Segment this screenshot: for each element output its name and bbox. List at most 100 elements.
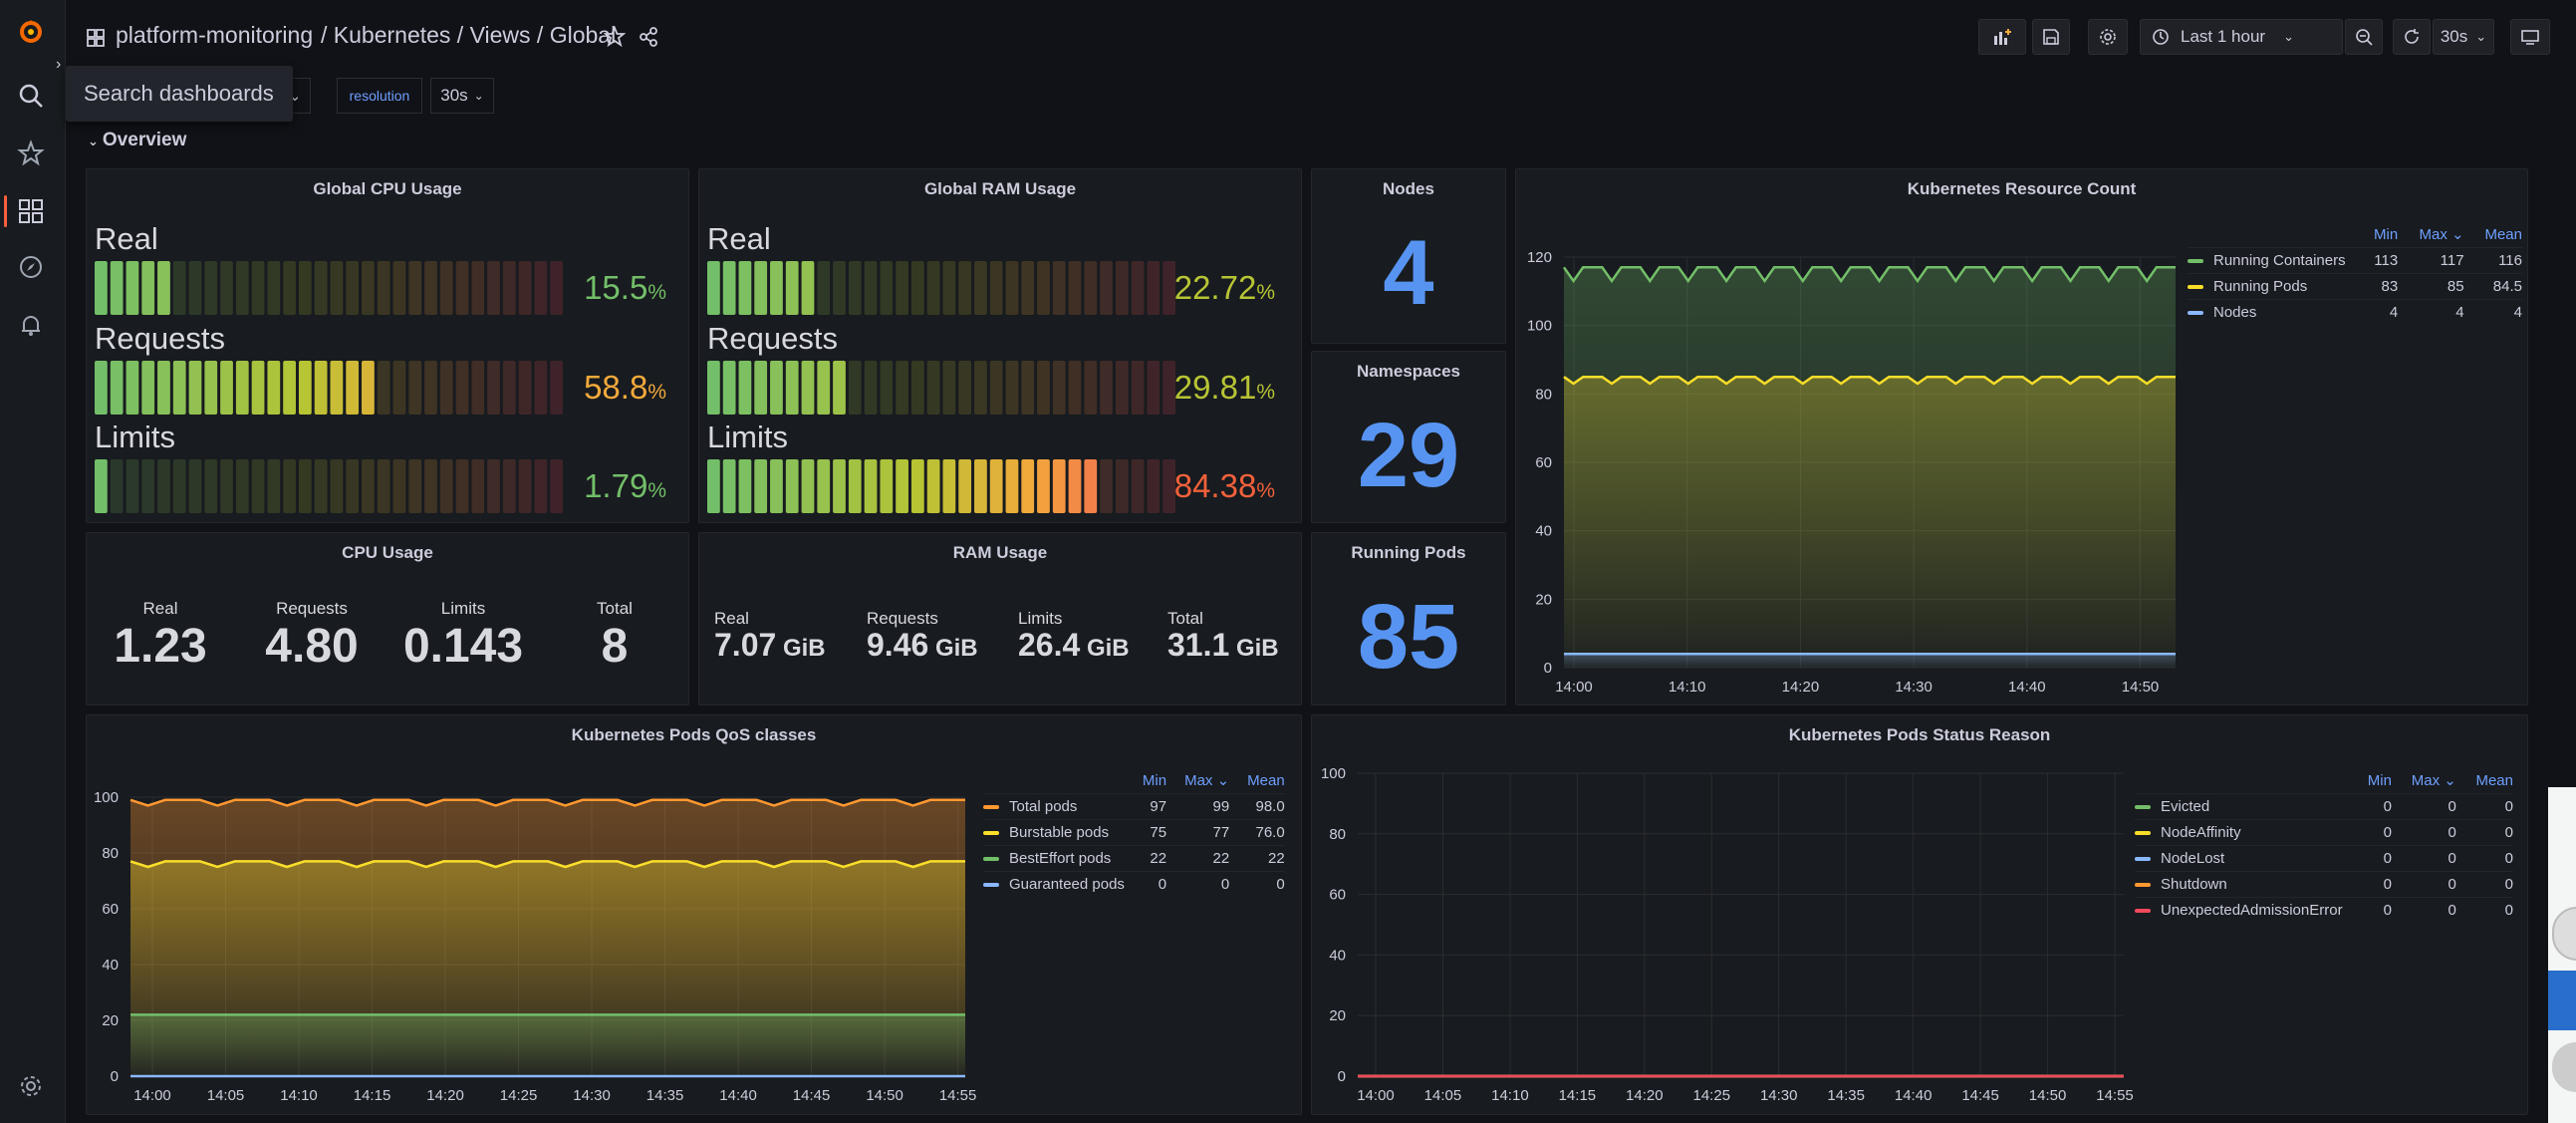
settings-gear-icon[interactable] — [14, 1069, 48, 1103]
legend-swatch — [983, 857, 999, 862]
series-label: UnexpectedAdmissionError — [2161, 902, 2343, 919]
legend-item[interactable]: Running Pods 83 85 84.5 — [2188, 273, 2522, 300]
gauge-cell — [1005, 361, 1019, 415]
expand-sidebar-chevron-icon[interactable]: › — [56, 56, 62, 73]
star-icon[interactable] — [603, 25, 627, 53]
series-line — [129, 860, 965, 869]
refresh-button[interactable] — [2393, 19, 2431, 55]
legend-header-max[interactable]: Max ⌄ — [1184, 772, 1230, 789]
legend-header-min[interactable]: Min — [2367, 771, 2392, 789]
gauge-cell — [314, 361, 328, 415]
gauge-cell — [362, 361, 375, 415]
time-range-picker[interactable]: Last 1 hour ⌄ — [2140, 19, 2343, 55]
gauge-cell — [95, 361, 108, 415]
legend-item[interactable]: Running Containers 113 117 116 — [2188, 247, 2522, 274]
y-tick-label: 80 — [1535, 386, 1552, 403]
legend-header-min[interactable]: Min — [2374, 225, 2399, 243]
series-label: Running Pods — [2213, 278, 2308, 295]
gauge-cell — [1052, 459, 1066, 513]
legend-item[interactable]: Nodes 4 4 4 — [2188, 299, 2522, 326]
legend-header-mean[interactable]: Mean — [2484, 225, 2522, 243]
breadcrumb-path[interactable]: / Kubernetes / Views / Global — [321, 22, 617, 48]
gauge-cell — [204, 261, 218, 315]
legend-header-mean[interactable]: Mean — [2475, 771, 2513, 789]
gauge-cell — [471, 459, 485, 513]
bargauge-label: Requests — [95, 321, 225, 356]
legend-header-min[interactable]: Min — [1142, 771, 1167, 789]
row-overview[interactable]: ⌄ Overview — [88, 130, 186, 151]
legend-max-value: 77 — [1212, 824, 1230, 841]
legend-mean-value: 0 — [2504, 902, 2513, 919]
explore-icon[interactable] — [14, 250, 48, 284]
stat-name: Total — [597, 599, 633, 618]
resolution-select[interactable]: 30s ⌄ — [430, 78, 494, 114]
add-panel-button[interactable] — [1978, 19, 2026, 55]
gauge-cell — [251, 261, 265, 315]
legend-max-value: 0 — [2447, 876, 2456, 893]
gauge-cell — [989, 361, 1003, 415]
dashboard-settings-button[interactable] — [2088, 19, 2128, 55]
zoom-out-button[interactable] — [2345, 19, 2383, 55]
refresh-interval-picker[interactable]: 30s ⌄ — [2433, 19, 2494, 55]
gauge-cell — [283, 361, 296, 415]
gauge-cell — [471, 261, 485, 315]
share-icon[interactable] — [638, 26, 659, 53]
legend-item[interactable]: Guaranteed pods 0 0 0 — [983, 871, 1285, 898]
legend-header-max[interactable]: Max ⌄ — [2419, 226, 2464, 243]
legend-max-value: 22 — [1212, 850, 1230, 867]
y-tick-label: 80 — [102, 845, 119, 862]
avatar[interactable] — [2548, 971, 2576, 1030]
breadcrumb-folder[interactable]: platform-monitoring — [116, 22, 314, 48]
alerting-bell-icon[interactable] — [14, 308, 48, 342]
x-tick-label: 14:05 — [207, 1087, 245, 1104]
chevron-down-icon: ⌄ — [2475, 29, 2487, 44]
legend-item[interactable]: Total pods 97 99 98.0 — [983, 793, 1285, 820]
x-tick-label: 14:40 — [719, 1087, 757, 1104]
legend-header-mean[interactable]: Mean — [1247, 771, 1285, 789]
search-icon[interactable] — [14, 79, 48, 113]
starred-icon[interactable] — [14, 137, 48, 170]
gauge-cell — [95, 459, 108, 513]
legend-swatch — [2188, 311, 2203, 316]
legend-swatch — [2188, 285, 2203, 290]
gauge-cell — [424, 361, 437, 415]
legend-item[interactable]: NodeLost 0 0 0 — [2135, 845, 2513, 872]
gauge-cell — [864, 361, 878, 415]
legend-item[interactable]: UnexpectedAdmissionError 0 0 0 — [2135, 897, 2513, 924]
gauge-cell — [848, 261, 862, 315]
gauge-cell — [408, 361, 422, 415]
gauge-cell — [298, 459, 312, 513]
legend-item[interactable]: NodeAffinity 0 0 0 — [2135, 819, 2513, 846]
legend-item[interactable]: BestEffort pods 22 22 22 — [983, 845, 1285, 872]
legend-item[interactable]: Evicted 0 0 0 — [2135, 793, 2513, 820]
gauge-cell — [330, 459, 344, 513]
panel-title: Namespaces — [1357, 362, 1460, 381]
x-tick-label: 14:30 — [1760, 1087, 1798, 1104]
gauge-cell — [1115, 261, 1129, 315]
panel-pods-status-reason: Kubernetes Pods Status Reason 0 20 40 60 80 1… — [1311, 714, 2528, 1115]
x-tick-label: 14:15 — [1559, 1087, 1597, 1104]
tv-mode-button[interactable] — [2510, 19, 2550, 55]
legend-series-name: Evicted — [2135, 794, 2349, 820]
legend-header-max[interactable]: Max ⌄ — [2411, 772, 2456, 789]
gauge-cell — [298, 261, 312, 315]
gauge-cell — [1084, 361, 1098, 415]
legend-item[interactable]: Shutdown 0 0 0 — [2135, 871, 2513, 898]
grafana-logo-icon[interactable] — [14, 14, 48, 48]
legend-mean-value: 0 — [2504, 850, 2513, 867]
dashboards-icon[interactable] — [14, 194, 48, 228]
gauge-cell — [283, 261, 296, 315]
x-tick-label: 14:05 — [1424, 1087, 1462, 1104]
save-dashboard-button[interactable] — [2032, 19, 2070, 55]
y-tick-label: 100 — [94, 789, 119, 806]
panel-pods-qos-classes: Kubernetes Pods QoS classes 0 20 40 60 80 100… — [86, 714, 1302, 1115]
panel-global-cpu-usage: Global CPU Usage Real 15.5% Requests 58.… — [86, 168, 689, 523]
gauge-cell — [267, 459, 281, 513]
gauge-cell — [550, 261, 563, 315]
gauge-cell — [455, 361, 469, 415]
gauge-cell — [1052, 361, 1066, 415]
legend-item[interactable]: Burstable pods 75 77 76.0 — [983, 819, 1285, 846]
value-unit: % — [647, 479, 666, 502]
gauge-cell — [817, 361, 831, 415]
legend-mean-value: 98.0 — [1255, 798, 1285, 815]
